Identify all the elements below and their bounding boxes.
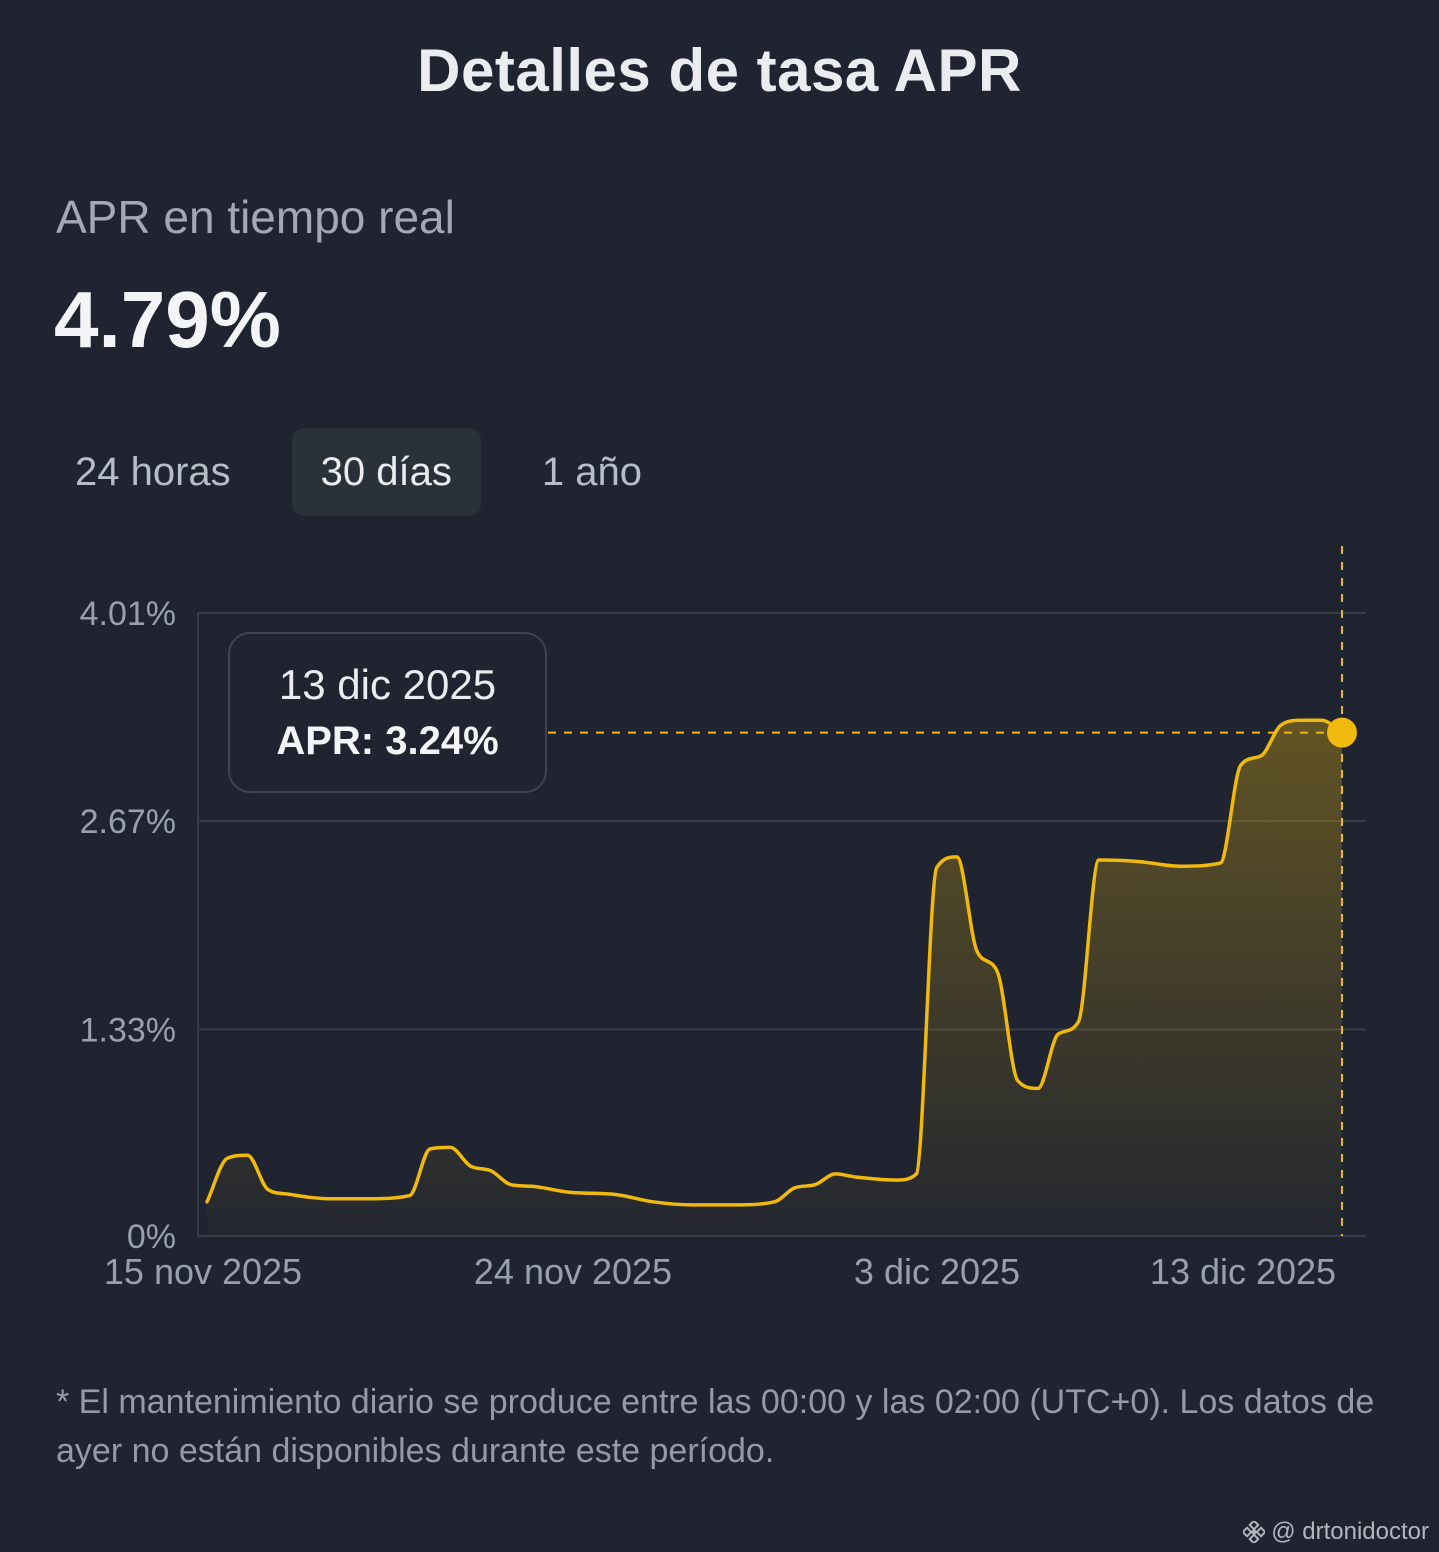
tab-30-dias[interactable]: 30 días [291,428,481,516]
tooltip-value: APR: 3.24% [276,719,499,763]
tab-1-ano[interactable]: 1 año [541,449,642,494]
watermark-text: @ drtonidoctor [1271,1518,1429,1545]
x-tick-label: 13 dic 2025 [1150,1251,1336,1292]
x-tick-label: 24 nov 2025 [474,1251,672,1292]
chart-tooltip: 13 dic 2025 APR: 3.24% [228,632,547,793]
apr-chart[interactable]: 0% 1.33% 2.67% 4.01% 15 nov 2025 24 nov 2025… [0,0,1439,1320]
tooltip-date: 13 dic 2025 [278,661,497,708]
y-tick-label: 1.33% [80,1011,176,1049]
highlight-point[interactable] [1327,717,1357,748]
apr-area-fill [207,720,1342,1236]
x-tick-label: 15 nov 2025 [104,1251,302,1292]
y-tick-label: 2.67% [80,803,176,841]
tab-24-horas[interactable]: 24 horas [75,449,231,494]
page-title: Detalles de tasa APR [417,37,1022,104]
time-range-tabs: 24 horas 30 días 1 año [46,428,703,516]
y-tick-label: 4.01% [80,595,176,633]
maintenance-footnote: * El mantenimiento diario se produce ent… [56,1383,1375,1470]
realtime-apr-label: APR en tiempo real [56,191,455,243]
y-tick-label: 0% [127,1218,176,1256]
x-tick-label: 3 dic 2025 [854,1251,1020,1292]
realtime-apr-value: 4.79% [54,275,281,364]
apr-series-line [205,718,1344,1207]
binance-logo-icon [1243,1521,1266,1543]
watermark: @ drtonidoctor [1243,1518,1429,1546]
